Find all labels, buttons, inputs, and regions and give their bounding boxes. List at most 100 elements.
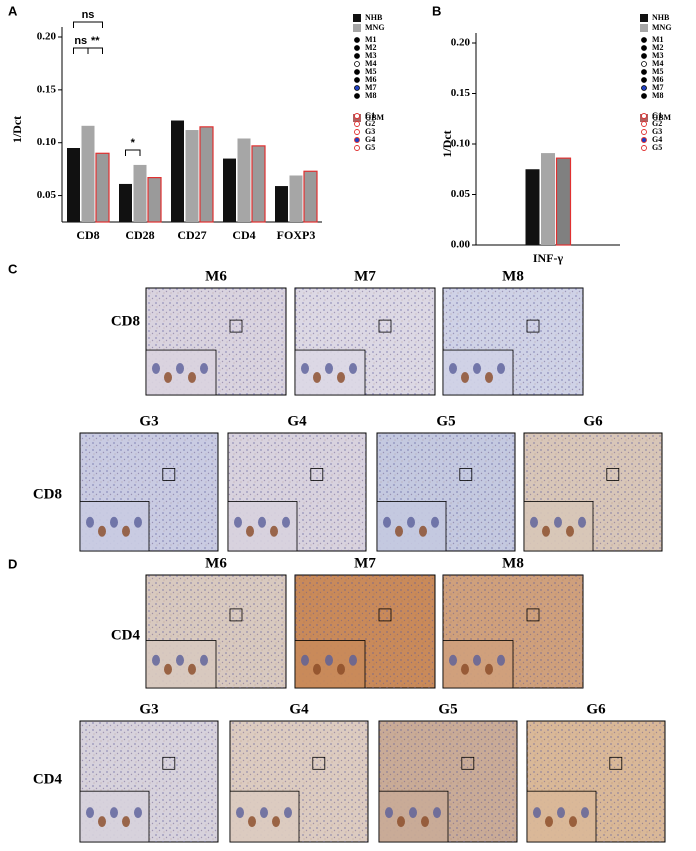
bar [67, 148, 80, 222]
stained-cell [282, 516, 290, 528]
significance-label: * [131, 137, 136, 149]
legend-marker [641, 85, 647, 91]
significance-label: ns [82, 9, 95, 21]
legend-label: M6 [652, 75, 664, 84]
stained-cell [260, 807, 268, 819]
y-axis-title: 1/Dct [10, 116, 24, 143]
stained-cell [152, 654, 160, 666]
stained-cell [301, 363, 309, 375]
stained-cell [419, 525, 427, 537]
y-tick-label: 0.05 [451, 188, 471, 200]
legend-marker [641, 121, 647, 127]
legend-marker [354, 145, 360, 151]
legend-label: M1 [652, 35, 664, 44]
significance-bracket [73, 21, 103, 28]
legend-label: G5 [652, 143, 662, 152]
legend-label: M5 [365, 67, 377, 76]
row-label: CD4 [111, 627, 141, 643]
y-tick-label: 0.00 [451, 239, 471, 251]
stained-cell [431, 516, 439, 528]
legend-marker [354, 113, 360, 119]
zoom-region [229, 608, 243, 622]
y-tick-label: 0.15 [451, 87, 471, 99]
stained-cell [236, 807, 244, 819]
stained-cell [176, 363, 184, 375]
panel-label: C [8, 261, 18, 276]
stained-cell [248, 816, 256, 828]
legend-label: MNG [652, 23, 672, 32]
image-label: G6 [583, 413, 603, 429]
legend-label: M8 [652, 91, 664, 100]
stained-cell [337, 663, 345, 675]
stained-cell [134, 516, 142, 528]
stained-cell [395, 525, 403, 537]
stained-cell [110, 516, 118, 528]
stained-cell [164, 663, 172, 675]
legend-label: M4 [365, 59, 377, 68]
stained-cell [545, 816, 553, 828]
legend-marker [641, 137, 647, 143]
y-tick-label: 0.15 [37, 83, 57, 95]
legend-marker [641, 45, 647, 51]
legend-swatch [353, 24, 361, 32]
stained-cell [349, 654, 357, 666]
zoom-region [162, 467, 176, 481]
stained-cell [581, 807, 589, 819]
legend-label: G4 [365, 135, 375, 144]
stained-cell [284, 807, 292, 819]
zoom-region [459, 467, 473, 481]
bar [185, 130, 199, 222]
row-label: CD4 [33, 771, 63, 787]
panel-label: D [8, 556, 17, 571]
zoom-region [526, 319, 540, 333]
stained-cell [449, 654, 457, 666]
legend-marker [354, 53, 360, 59]
legend-marker [354, 85, 360, 91]
panel-label: B [432, 3, 441, 18]
legend-marker [641, 129, 647, 135]
stained-cell [164, 372, 172, 384]
legend-label: M2 [652, 43, 664, 52]
stained-cell [530, 516, 538, 528]
bar [303, 170, 318, 223]
legend-label: M3 [652, 51, 664, 60]
stained-cell [557, 807, 565, 819]
x-tick-label: CD27 [177, 228, 206, 242]
legend-label: G3 [365, 127, 375, 136]
image-label: G4 [287, 413, 307, 429]
legend-label: MNG [365, 23, 385, 32]
stained-cell [497, 363, 505, 375]
image-label: G3 [139, 701, 158, 717]
stained-cell [200, 654, 208, 666]
stained-cell [313, 372, 321, 384]
x-tick-label: CD8 [76, 228, 99, 242]
bar [119, 183, 132, 222]
panel-label: A [8, 3, 18, 18]
legend-label: M8 [365, 91, 377, 100]
legend-swatch [640, 24, 648, 32]
stained-cell [122, 816, 130, 828]
stained-cell [421, 816, 429, 828]
legend-marker [354, 69, 360, 75]
bar [251, 145, 266, 223]
legend-label: M7 [652, 83, 664, 92]
stained-cell [272, 816, 280, 828]
legend-label: M3 [365, 51, 377, 60]
legend-marker [354, 129, 360, 135]
stained-cell [270, 525, 278, 537]
stained-cell [485, 372, 493, 384]
bar [171, 120, 184, 222]
bar [237, 138, 251, 222]
stained-cell [325, 654, 333, 666]
stained-cell [473, 363, 481, 375]
legend-swatch [640, 14, 648, 22]
stained-cell [497, 654, 505, 666]
stained-cell [578, 516, 586, 528]
legend-marker [354, 37, 360, 43]
legend-label: M4 [652, 59, 664, 68]
legend-label: GBM [652, 113, 672, 122]
image-label: M6 [205, 555, 227, 571]
stained-cell [533, 807, 541, 819]
image-label: M8 [502, 268, 524, 284]
legend-label: G4 [652, 135, 662, 144]
